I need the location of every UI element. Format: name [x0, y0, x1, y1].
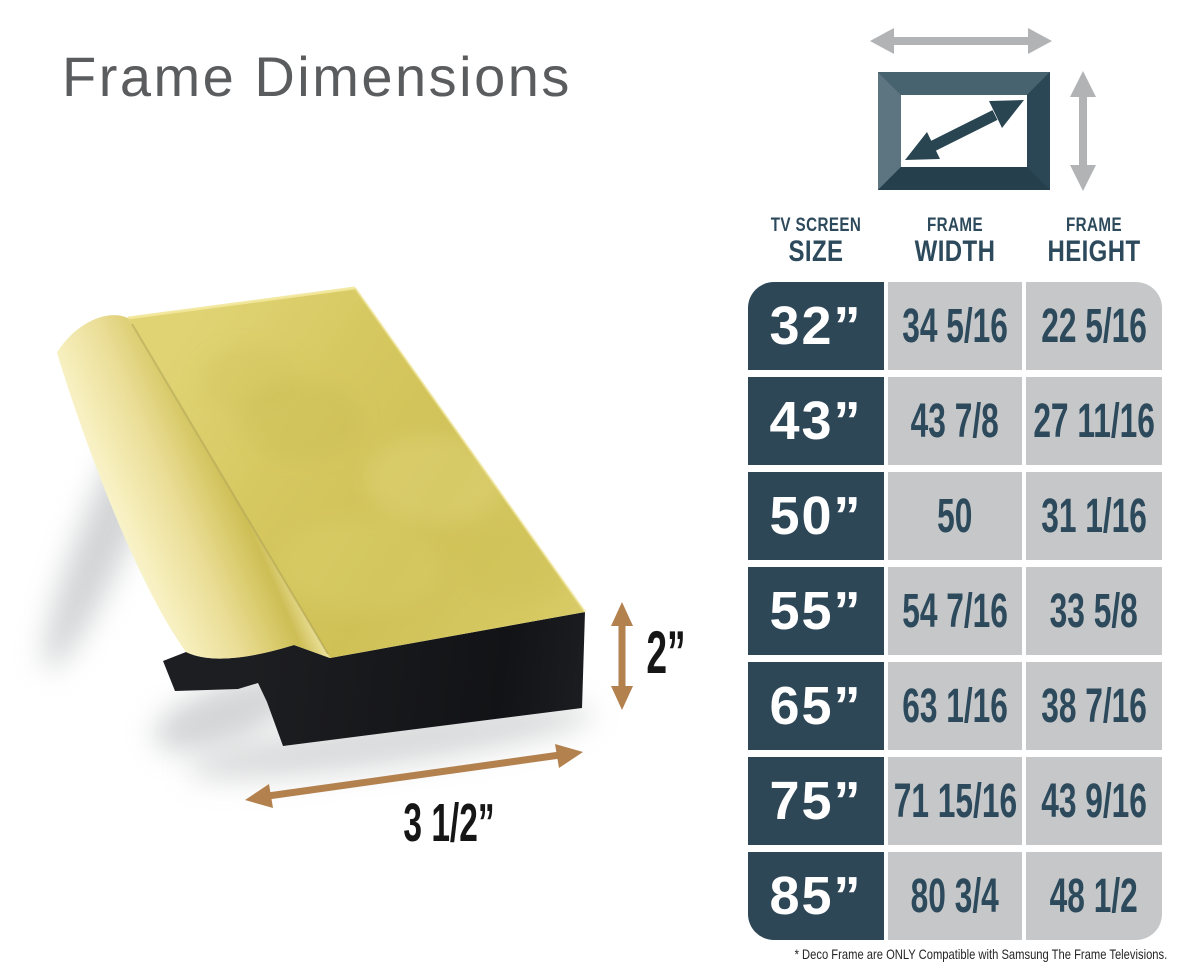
- height-dimension-arrow: [611, 602, 633, 710]
- table-cell-width: 34 5/16: [888, 282, 1022, 370]
- table-cell-size: 32”: [748, 282, 884, 370]
- moulding-scoop-lip: [57, 315, 330, 659]
- dimensions-table: 32” 34 5/16 22 5/16 43” 43 7/8 27 11/16 50” 50 3…: [748, 282, 1162, 940]
- table-cell-size: 65”: [748, 662, 884, 750]
- column-header-frame-height: FRAME HEIGHT: [1047, 215, 1141, 268]
- table-cell-size: 55”: [748, 567, 884, 655]
- table-cell-height: 31 1/16: [1026, 472, 1162, 560]
- table-cell-width: 54 7/16: [888, 567, 1022, 655]
- moulding-black-base: [163, 612, 585, 746]
- moulding-photo: 2” 3 1/2”: [44, 286, 686, 853]
- width-dimension-arrow: [245, 744, 583, 808]
- diagonal-arrow-icon: [905, 100, 1024, 160]
- table-cell-width: 80 3/4: [888, 852, 1022, 940]
- table-cell-width: 71 15/16: [888, 757, 1022, 845]
- table-cell-height: 38 7/16: [1026, 662, 1162, 750]
- table-cell-width: 43 7/8: [888, 377, 1022, 465]
- table-cell-size: 50”: [748, 472, 884, 560]
- table-cell-size: 85”: [748, 852, 884, 940]
- table-cell-height: 43 9/16: [1026, 757, 1162, 845]
- table-cell-height: 22 5/16: [1026, 282, 1162, 370]
- horizontal-arrow-icon: [870, 28, 1052, 54]
- column-header-tv-screen-size: TV SCREEN SIZE: [770, 215, 862, 268]
- picture-frame-icon: [878, 72, 1050, 190]
- gold-edge-highlight: [353, 287, 587, 613]
- table-cell-height: 33 5/8: [1026, 567, 1162, 655]
- table-cell-width: 50: [888, 472, 1022, 560]
- page-title: Frame Dimensions: [62, 45, 572, 108]
- height-dimension-label: 2”: [646, 619, 685, 686]
- vertical-arrow-icon: [1070, 71, 1096, 191]
- frame-measure-icon: [870, 28, 1096, 191]
- width-dimension-label: 3 1/2”: [403, 792, 494, 853]
- footnote: * Deco Frame are ONLY Compatible with Sa…: [794, 946, 1168, 962]
- table-cell-height: 48 1/2: [1026, 852, 1162, 940]
- gold-edge-highlight: [127, 286, 356, 320]
- column-header-frame-width: FRAME WIDTH: [914, 215, 996, 268]
- table-cell-size: 75”: [748, 757, 884, 845]
- table-cell-width: 63 1/16: [888, 662, 1022, 750]
- table-header: TV SCREEN SIZE FRAME WIDTH FRAME HEIGHT: [748, 215, 1162, 268]
- scoop-groove-crease: [131, 323, 329, 655]
- table-cell-size: 43”: [748, 377, 884, 465]
- table-cell-height: 27 11/16: [1026, 377, 1162, 465]
